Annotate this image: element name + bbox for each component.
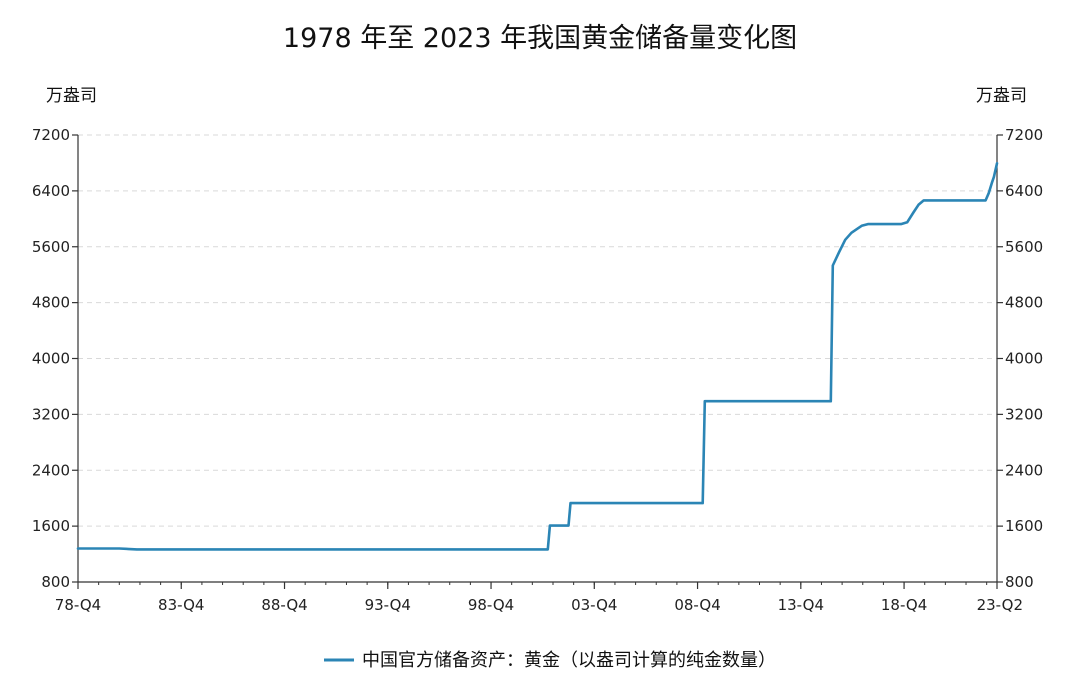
x-tick-label-03-Q4: 03-Q4 bbox=[571, 596, 617, 614]
legend: 中国官方储备资产：黄金（以盎司计算的纯金数量） bbox=[324, 650, 776, 671]
left-y-tick-label-3200: 3200 bbox=[32, 405, 70, 423]
gridlines bbox=[78, 134, 997, 527]
tick-labels: 800 800 1600 1600 2400 2400 3200 3200 4000 4000 48… bbox=[32, 126, 1043, 614]
x-tick-label-23-Q2: 23-Q2 bbox=[977, 596, 1023, 614]
x-tick-label-18-Q4: 18-Q4 bbox=[881, 596, 927, 614]
left-y-tick-label-5600: 5600 bbox=[32, 238, 70, 256]
left-y-tick-label-1600: 1600 bbox=[32, 517, 70, 535]
right-y-tick-label-4000: 4000 bbox=[1005, 350, 1043, 368]
series-layer bbox=[76, 162, 999, 551]
right-y-unit-label: 万盎司 bbox=[976, 86, 1027, 106]
right-y-tick-label-4800: 4800 bbox=[1005, 294, 1043, 312]
x-tick-label-08-Q4: 08-Q4 bbox=[674, 596, 720, 614]
x-tick-label-78-Q4: 78-Q4 bbox=[55, 596, 101, 614]
right-y-tick-label-5600: 5600 bbox=[1005, 238, 1043, 256]
left-y-tick-label-6400: 6400 bbox=[32, 182, 70, 200]
x-tick-label-83-Q4: 83-Q4 bbox=[158, 596, 204, 614]
left-y-tick-label-2400: 2400 bbox=[32, 461, 70, 479]
right-y-tick-label-2400: 2400 bbox=[1005, 461, 1043, 479]
x-tick-label-13-Q4: 13-Q4 bbox=[778, 596, 824, 614]
right-y-tick-label-7200: 7200 bbox=[1005, 126, 1043, 144]
right-y-tick-label-6400: 6400 bbox=[1005, 182, 1043, 200]
series-line-0 bbox=[76, 162, 999, 551]
right-y-tick-label-3200: 3200 bbox=[1005, 405, 1043, 423]
right-y-tick-label-1600: 1600 bbox=[1005, 517, 1043, 535]
x-tick-label-88-Q4: 88-Q4 bbox=[261, 596, 307, 614]
left-y-tick-label-800: 800 bbox=[41, 573, 70, 591]
x-tick-label-98-Q4: 98-Q4 bbox=[468, 596, 514, 614]
left-y-tick-label-4000: 4000 bbox=[32, 350, 70, 368]
left-y-tick-label-7200: 7200 bbox=[32, 126, 70, 144]
right-y-tick-label-800: 800 bbox=[1005, 573, 1034, 591]
legend-label-gold: 中国官方储备资产：黄金（以盎司计算的纯金数量） bbox=[362, 650, 776, 671]
axes bbox=[72, 134, 1003, 589]
left-y-tick-label-4800: 4800 bbox=[32, 294, 70, 312]
chart-title: 1978 年至 2023 年我国黄金储备量变化图 bbox=[283, 23, 797, 54]
x-tick-label-93-Q4: 93-Q4 bbox=[365, 596, 411, 614]
left-y-unit-label: 万盎司 bbox=[46, 86, 97, 106]
